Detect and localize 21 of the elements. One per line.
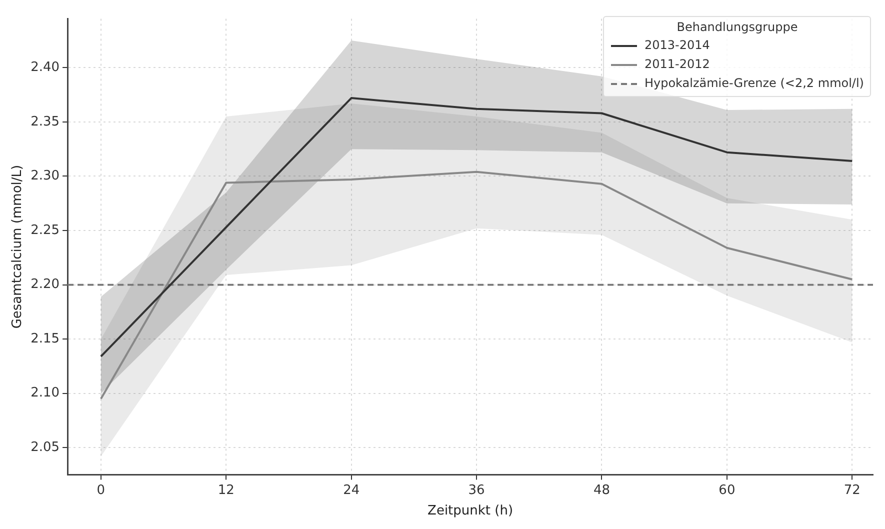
x-axis-title: Zeitpunkt (h) xyxy=(428,504,514,519)
x-tick-label: 36 xyxy=(468,482,485,498)
y-tick-label: 2.25 xyxy=(30,222,60,238)
y-axis-title: Gesamtcalcium (mmol/L) xyxy=(10,164,26,329)
y-tick-label: 2.05 xyxy=(30,440,60,456)
y-tick-label: 2.10 xyxy=(30,386,60,401)
legend-label: 2013-2014 xyxy=(644,37,710,54)
y-tick-label: 2.40 xyxy=(30,60,60,76)
legend-label: Hypokalzämie-Grenze (<2,2 mmol/l) xyxy=(644,75,864,92)
x-tick-label: 12 xyxy=(218,482,234,498)
legend-title: Behandlungsgruppe xyxy=(676,20,799,34)
y-tick-label: 2.30 xyxy=(30,168,60,184)
y-tick-label: 2.35 xyxy=(30,114,60,130)
x-tick-label: 0 xyxy=(96,482,106,498)
x-tick-label: 60 xyxy=(718,482,736,498)
y-tick-label: 2.15 xyxy=(30,331,60,346)
x-tick-label: 24 xyxy=(343,482,360,498)
x-tick-label: 48 xyxy=(593,482,610,498)
x-tick-label: 72 xyxy=(844,482,860,498)
y-tick-label: 2.20 xyxy=(30,277,60,292)
legend-label: 2011-2012 xyxy=(644,56,710,73)
